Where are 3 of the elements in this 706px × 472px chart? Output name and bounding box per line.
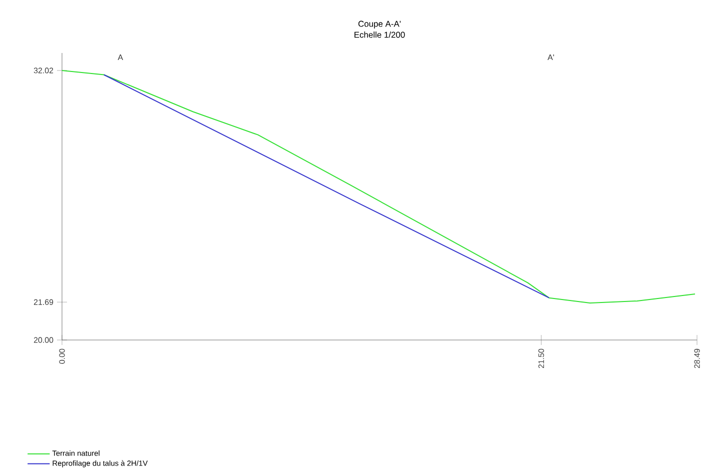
chart-subtitle: Echelle 1/200 [354, 32, 405, 38]
line-series [62, 70, 696, 304]
chart-title: Coupe A-A' [358, 20, 401, 28]
